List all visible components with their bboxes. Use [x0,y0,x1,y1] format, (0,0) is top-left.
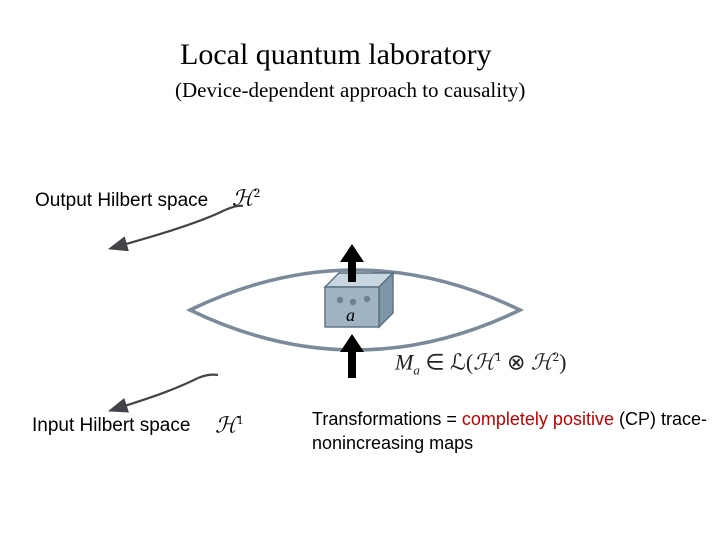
pointer-output [112,210,225,248]
pointer-input-tail [198,375,218,378]
output-hilbert-math: ℋ2 [232,185,260,211]
arrow-input [340,334,364,378]
box-label: a [346,305,355,325]
slide-title: Local quantum laboratory [180,38,492,72]
arrow-output [340,244,364,282]
lens-outline [190,270,520,350]
input-hilbert-label: Input Hilbert space [32,415,190,437]
slide-subtitle: (Device-dependent approach to causality) [175,78,525,103]
device-box: a [325,273,393,327]
input-hilbert-math: ℋ1 [215,412,243,438]
output-hilbert-label: Output Hilbert space [35,190,208,212]
transformations-text: Transformations = completely positive (C… [312,407,712,456]
operator-math: Ma ∈ ℒ(ℋ1 ⊗ ℋ2) [395,349,566,379]
pointer-input [112,378,198,410]
